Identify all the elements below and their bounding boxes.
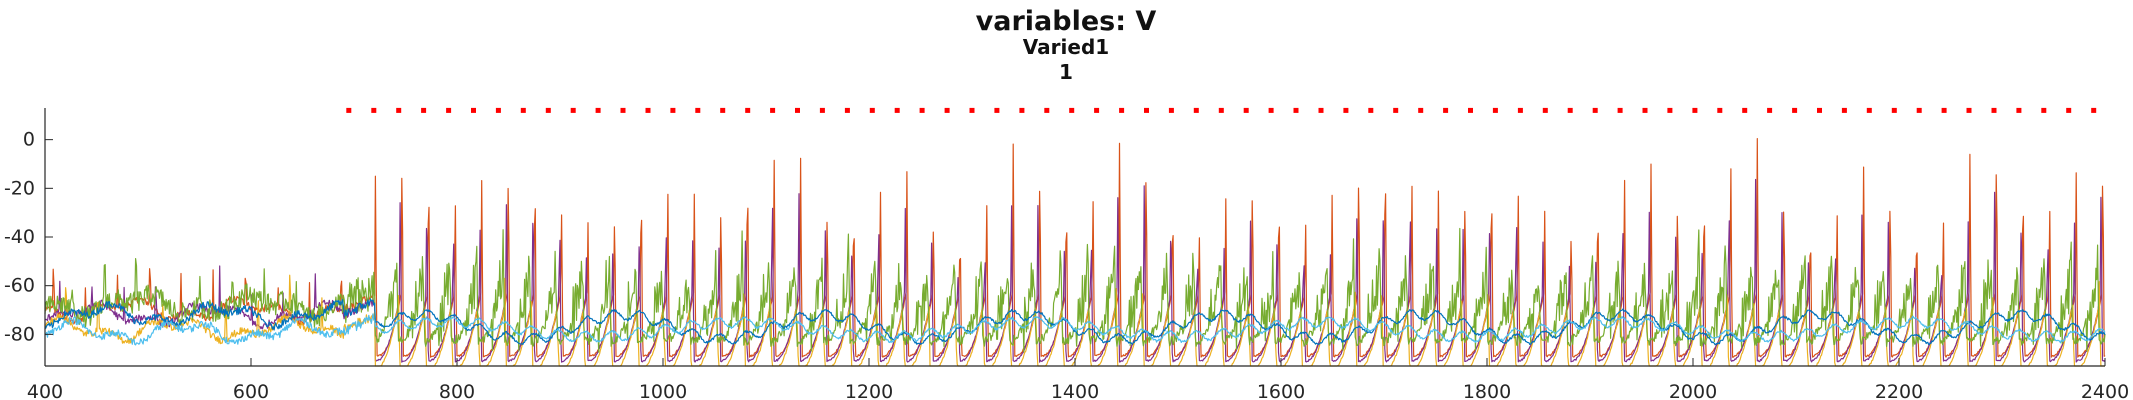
event-marker — [2016, 107, 2022, 113]
event-marker — [1168, 107, 1174, 113]
event-marker — [1044, 107, 1050, 113]
event-marker — [446, 107, 452, 113]
event-marker — [495, 107, 501, 113]
event-marker — [346, 107, 352, 113]
event-marker — [1742, 107, 1748, 113]
event-marker — [1692, 107, 1698, 113]
event-marker — [1667, 107, 1673, 113]
event-marker — [1792, 107, 1798, 113]
event-marker — [1517, 107, 1523, 113]
event-marker — [1069, 107, 1075, 113]
event-marker — [1393, 107, 1399, 113]
event-marker — [620, 107, 626, 113]
plot-area: 400 600 800 1000 1200 1400 1600 1800 2000 2200 240… — [4, 107, 2129, 400]
event-marker — [1193, 107, 1199, 113]
event-marker — [1567, 107, 1573, 113]
event-marker — [1144, 107, 1149, 113]
event-marker — [844, 107, 850, 113]
x-tick-label: 1400 — [1051, 381, 1099, 400]
event-marker — [1941, 107, 1947, 113]
chart-subsubtitle: 1 — [1059, 60, 1073, 84]
event-marker — [1293, 107, 1299, 113]
event-markers — [346, 107, 2097, 113]
x-tick-label: 400 — [27, 381, 63, 400]
event-marker — [745, 107, 751, 113]
event-marker — [2041, 107, 2047, 113]
chart-subtitle: Varied1 — [1023, 35, 1109, 59]
event-marker — [421, 107, 427, 113]
event-marker — [670, 107, 676, 113]
y-tick-label: -60 — [4, 275, 35, 297]
event-marker — [545, 107, 551, 113]
series-line-6 — [45, 313, 2106, 346]
event-marker — [919, 107, 925, 113]
event-marker — [371, 107, 377, 113]
event-marker — [894, 107, 900, 113]
series-line-2 — [44, 178, 2106, 363]
event-marker — [2091, 107, 2097, 113]
series-line-4 — [44, 227, 2106, 353]
event-marker — [1268, 107, 1274, 113]
y-tick-label: 0 — [23, 129, 35, 151]
event-marker — [1916, 107, 1922, 113]
x-tick-label: 1600 — [1257, 381, 1305, 400]
event-marker — [570, 107, 576, 113]
event-marker — [1866, 107, 1872, 113]
event-marker — [695, 107, 701, 113]
y-tick-label: -40 — [4, 226, 35, 248]
event-marker — [471, 107, 476, 113]
x-tick-label: 2400 — [2081, 381, 2129, 400]
event-marker — [1642, 107, 1648, 113]
event-marker — [770, 107, 776, 113]
event-marker — [944, 107, 950, 113]
event-marker — [1019, 107, 1025, 113]
event-marker — [994, 107, 1000, 113]
event-marker — [1592, 107, 1598, 113]
x-tick-label: 600 — [233, 381, 269, 400]
y-tick-label: -20 — [4, 177, 35, 199]
event-marker — [969, 107, 975, 113]
tick-labels: 400 600 800 1000 1200 1400 1600 1800 2000 2200 240… — [4, 129, 2129, 400]
event-marker — [1891, 107, 1897, 113]
x-tick-label: 800 — [439, 381, 475, 400]
event-marker — [1368, 107, 1374, 113]
x-tick-label: 2000 — [1669, 381, 1717, 400]
chart-title: variables: V — [976, 6, 1157, 37]
event-marker — [1542, 107, 1548, 113]
event-marker — [1617, 107, 1623, 113]
event-marker — [1966, 107, 1972, 113]
x-tick-label: 2200 — [1875, 381, 1923, 400]
event-marker — [869, 107, 875, 113]
event-marker — [1318, 107, 1324, 113]
event-marker — [819, 107, 825, 113]
event-marker — [1119, 107, 1125, 113]
event-marker — [645, 107, 651, 113]
event-marker — [595, 107, 601, 113]
event-marker — [1443, 107, 1449, 113]
event-marker — [795, 107, 800, 113]
x-tick-label: 1800 — [1463, 381, 1511, 400]
event-marker — [1343, 107, 1349, 113]
event-marker — [1817, 107, 1822, 113]
y-tick-label: -80 — [4, 323, 35, 345]
event-marker — [1991, 107, 1997, 113]
series-line-5 — [44, 298, 2106, 346]
event-marker — [1218, 107, 1224, 113]
x-tick-label: 1000 — [639, 381, 687, 400]
x-tick-label: 1200 — [845, 381, 893, 400]
event-marker — [1468, 107, 1473, 113]
event-marker — [520, 107, 526, 113]
event-marker — [1418, 107, 1424, 113]
event-marker — [1492, 107, 1498, 113]
event-marker — [1243, 107, 1249, 113]
event-marker — [1717, 107, 1723, 113]
series-layer — [44, 138, 2106, 367]
event-marker — [1094, 107, 1100, 113]
event-marker — [2066, 107, 2072, 113]
event-marker — [1767, 107, 1773, 113]
event-marker — [396, 107, 402, 113]
event-marker — [1841, 107, 1847, 113]
event-marker — [720, 107, 726, 113]
